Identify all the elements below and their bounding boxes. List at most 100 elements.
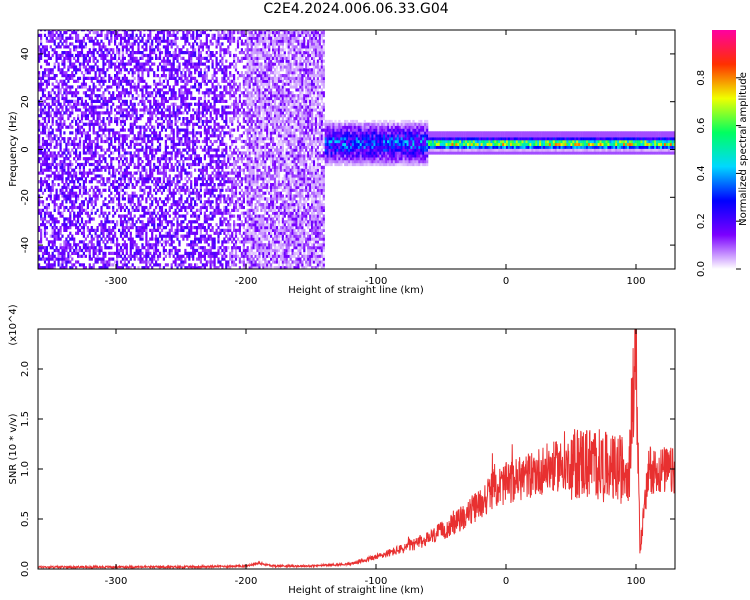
- heatmap-cell: [180, 99, 183, 103]
- heatmap-cell: [180, 56, 183, 60]
- heatmap-cell: [118, 197, 121, 201]
- heatmap-cell: [153, 71, 156, 75]
- heatmap-cell: [227, 260, 230, 264]
- heatmap-cell: [225, 79, 228, 83]
- heatmap-cell: [164, 214, 167, 218]
- heatmap-cell: [69, 211, 72, 215]
- heatmap-cell: [211, 105, 214, 109]
- heatmap-cell: [168, 234, 171, 238]
- heatmap-cell: [199, 200, 202, 204]
- heatmap-cell: [233, 243, 236, 247]
- heatmap-cell: [158, 88, 162, 92]
- heatmap-cell: [119, 234, 123, 238]
- heatmap-cell: [77, 248, 80, 253]
- heatmap-cell: [67, 177, 70, 181]
- heatmap-cell: [227, 131, 230, 135]
- heatmap-cell: [186, 139, 189, 144]
- heatmap-cell: [65, 237, 68, 241]
- heatmap-cell: [149, 174, 152, 178]
- heatmap-cell: [84, 254, 87, 258]
- heatmap-cell: [49, 197, 52, 201]
- heatmap-cell: [201, 248, 204, 253]
- heatmap-cell: [176, 134, 179, 138]
- heatmap-cell: [203, 168, 206, 172]
- heatmap-cell: [131, 191, 134, 195]
- heatmap-cell: [71, 191, 74, 195]
- heatmap-cell: [145, 243, 148, 247]
- heatmap-cell: [217, 205, 220, 210]
- heatmap-cell: [215, 254, 218, 258]
- heatmap-cell: [217, 237, 220, 241]
- heatmap-cell: [131, 243, 134, 247]
- heatmap-cell: [164, 211, 167, 215]
- heatmap-cell: [209, 257, 212, 261]
- heatmap-cell: [119, 30, 123, 32]
- heatmap-cell: [143, 108, 146, 112]
- heatmap-cell: [139, 39, 142, 43]
- heatmap-cell: [143, 246, 146, 250]
- heatmap-cell: [53, 243, 56, 247]
- heatmap-cell: [110, 111, 113, 115]
- heatmap-cell: [38, 180, 41, 184]
- heatmap-cell: [151, 30, 154, 32]
- heatmap-cell: [133, 240, 136, 244]
- heatmap-cell: [151, 42, 154, 46]
- heatmap-cell: [84, 139, 87, 144]
- heatmap-cell: [203, 177, 206, 181]
- heatmap-cell: [234, 205, 238, 210]
- heatmap-cell: [190, 174, 193, 178]
- heatmap-cell: [59, 165, 62, 169]
- heatmap-cell: [123, 246, 126, 250]
- heatmap-cell: [217, 128, 220, 132]
- heatmap-cell: [149, 91, 152, 95]
- heatmap-cell: [211, 157, 214, 161]
- heatmap-cell: [180, 185, 183, 189]
- heatmap-cell: [168, 160, 171, 164]
- heatmap-cell: [231, 79, 234, 83]
- heatmap-cell: [192, 45, 195, 49]
- heatmap-cell: [172, 68, 175, 72]
- heatmap-cell: [108, 117, 111, 121]
- heatmap-cell: [73, 185, 76, 189]
- heatmap-cell: [182, 263, 185, 267]
- heatmap-cell: [195, 145, 199, 149]
- heatmap-cell: [38, 51, 41, 55]
- heatmap-cell: [84, 180, 87, 184]
- heatmap-cell: [45, 39, 48, 43]
- heatmap-cell: [82, 231, 85, 235]
- heatmap-cell: [160, 94, 164, 98]
- heatmap-cell: [108, 194, 111, 198]
- heatmap-cell: [180, 137, 183, 141]
- heatmap-cell: [156, 91, 160, 95]
- heatmap-cell: [112, 228, 115, 232]
- heatmap-cell: [178, 188, 181, 192]
- heatmap-cell: [47, 114, 50, 118]
- heatmap-cell: [153, 111, 156, 115]
- heatmap-cell: [78, 228, 82, 232]
- heatmap-cell: [118, 165, 121, 169]
- heatmap-cell: [147, 243, 150, 247]
- heatmap-cell: [102, 122, 105, 126]
- heatmap-cell: [197, 251, 201, 255]
- heatmap-cell: [129, 226, 132, 230]
- heatmap-cell: [51, 48, 54, 52]
- heatmap-cell: [238, 94, 241, 98]
- heatmap-cell: [47, 31, 50, 35]
- heatmap-cell: [59, 177, 62, 181]
- heatmap-cell: [166, 234, 169, 238]
- heatmap-cell: [170, 131, 173, 135]
- heatmap-cell: [73, 191, 76, 195]
- heatmap-cell: [51, 139, 54, 144]
- heatmap-cell: [88, 76, 91, 80]
- heatmap-cell: [94, 231, 97, 235]
- heatmap-cell: [141, 260, 144, 264]
- heatmap-cell: [77, 59, 80, 63]
- heatmap-cell: [205, 56, 208, 60]
- heatmap-cell: [119, 168, 123, 172]
- heatmap-cell: [135, 220, 138, 224]
- heatmap-cell: [129, 45, 132, 49]
- heatmap-cell: [217, 177, 220, 181]
- heatmap-cell: [104, 197, 107, 201]
- heatmap-cell: [55, 53, 58, 58]
- heatmap-cell: [215, 108, 218, 112]
